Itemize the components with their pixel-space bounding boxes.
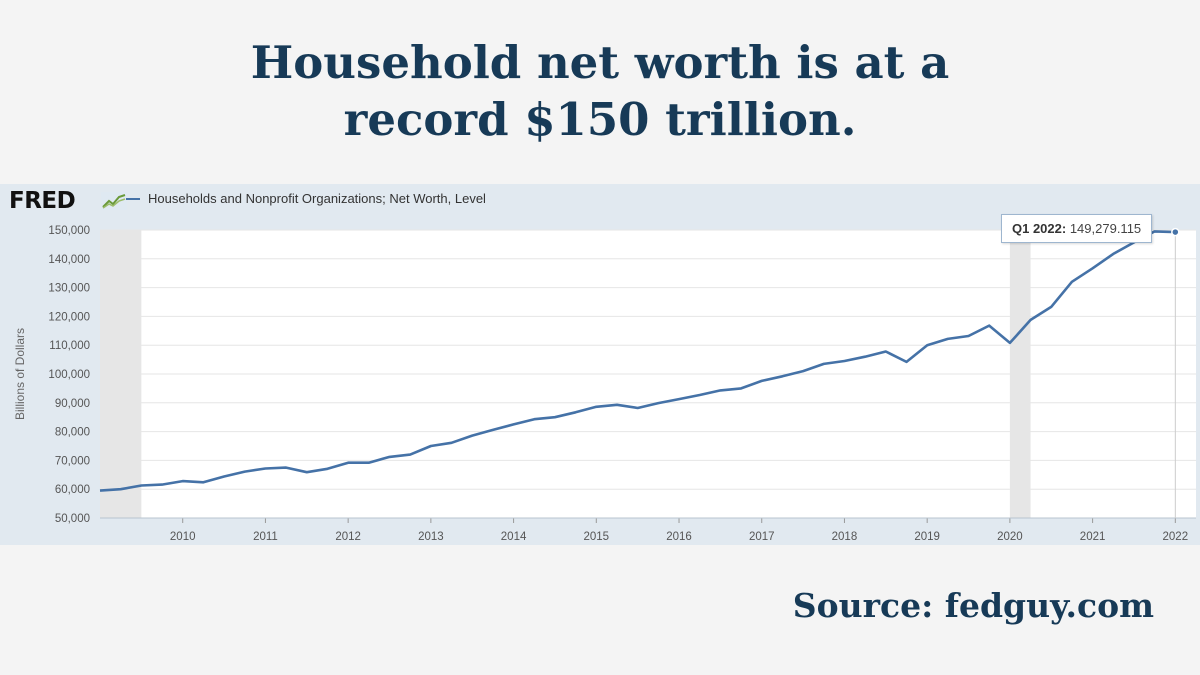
x-tick-label: 2011 bbox=[253, 531, 278, 543]
tooltip-label: Q1 2022: bbox=[1012, 221, 1067, 236]
x-tick-label: 2012 bbox=[335, 531, 361, 543]
y-tick-label: 100,000 bbox=[48, 369, 90, 381]
tooltip-value: 149,279.115 bbox=[1069, 221, 1142, 236]
headline: Household net worth is at a record $150 … bbox=[0, 34, 1200, 148]
y-tick-label: 130,000 bbox=[48, 283, 90, 295]
x-tick-label: 2014 bbox=[501, 531, 527, 543]
x-tick-label: 2017 bbox=[749, 531, 775, 543]
fred-logo-text: FRED bbox=[9, 188, 76, 214]
headline-line-1: Household net worth is at a bbox=[250, 36, 950, 89]
tooltip: Q1 2022: 149,279.115 bbox=[1001, 214, 1153, 243]
x-tick-label: 2021 bbox=[1080, 531, 1106, 543]
x-tick-label: 2016 bbox=[666, 531, 692, 543]
x-tick-label: 2018 bbox=[832, 531, 858, 543]
y-axis-label: Billions of Dollars bbox=[13, 328, 27, 420]
y-tick-label: 150,000 bbox=[48, 225, 90, 237]
source-credit: Source: fedguy.com bbox=[792, 586, 1154, 625]
chart-line-icon bbox=[101, 192, 127, 210]
legend-swatch bbox=[126, 197, 140, 200]
x-tick-label: 2015 bbox=[584, 531, 610, 543]
legend-label: Households and Nonprofit Organizations; … bbox=[148, 191, 486, 206]
x-tick-label: 2010 bbox=[170, 531, 196, 543]
x-tick-label: 2019 bbox=[914, 531, 940, 543]
x-tick-label: 2020 bbox=[997, 531, 1023, 543]
hover-point[interactable] bbox=[1171, 227, 1180, 237]
y-tick-label: 70,000 bbox=[55, 455, 90, 467]
chart-legend[interactable]: Households and Nonprofit Organizations; … bbox=[126, 191, 486, 206]
y-tick-label: 80,000 bbox=[55, 427, 90, 439]
x-tick-label: 2022 bbox=[1163, 531, 1189, 543]
y-tick-label: 60,000 bbox=[55, 484, 90, 496]
series-line[interactable] bbox=[99, 230, 1176, 492]
x-tick-label: 2013 bbox=[418, 531, 444, 543]
headline-line-2: record $150 trillion. bbox=[343, 93, 857, 146]
y-tick-label: 120,000 bbox=[48, 311, 90, 323]
y-tick-label: 50,000 bbox=[55, 513, 90, 525]
y-tick-label: 140,000 bbox=[48, 254, 90, 266]
y-tick-label: 90,000 bbox=[55, 398, 90, 410]
y-tick-label: 110,000 bbox=[49, 340, 90, 352]
fred-logo[interactable]: FRED bbox=[9, 188, 127, 214]
